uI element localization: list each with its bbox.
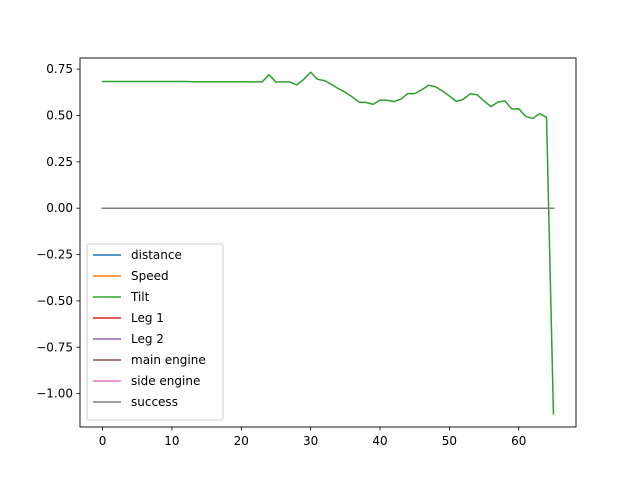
axes-frame [79, 57, 577, 428]
legend: distance Speed Tilt Leg 1 Leg 2 main engine si… [86, 243, 224, 421]
legend-label-leg-1: Leg 1 [131, 311, 164, 325]
x-tick-label: 0 [99, 434, 107, 448]
y-tick-label: 0.50 [46, 108, 73, 122]
y-tick-label: −0.50 [36, 294, 73, 308]
legend-label-leg-2: Leg 2 [131, 332, 164, 346]
x-axis-ticks: 0 10 20 30 40 50 60 [99, 427, 526, 448]
x-tick-label: 60 [511, 434, 526, 448]
legend-label-tilt: Tilt [130, 290, 150, 304]
legend-label-main-engine: main engine [131, 353, 206, 367]
y-tick-label: −0.75 [36, 340, 73, 354]
series-layer [101, 71, 555, 415]
y-tick-label: 0.00 [46, 201, 73, 215]
x-tick-label: 20 [234, 434, 249, 448]
legend-label-success: success [131, 395, 178, 409]
legend-label-speed: Speed [131, 269, 169, 283]
x-tick-label: 40 [372, 434, 387, 448]
legend-label-side-engine: side engine [131, 374, 200, 388]
series-line-tilt [101, 71, 555, 415]
x-tick-label: 30 [303, 434, 318, 448]
x-tick-label: 50 [442, 434, 457, 448]
y-axis-ticks: 0.75 0.50 0.25 0.00 −0.25 −0.50 −0.75 −1.00 [36, 62, 80, 401]
y-tick-label: −0.25 [36, 248, 73, 262]
y-tick-label: 0.25 [46, 155, 73, 169]
y-tick-label: −1.00 [36, 387, 73, 401]
legend-label-distance: distance [131, 248, 182, 262]
legend-box [86, 243, 224, 421]
y-tick-label: 0.75 [46, 62, 73, 76]
x-tick-label: 10 [164, 434, 179, 448]
